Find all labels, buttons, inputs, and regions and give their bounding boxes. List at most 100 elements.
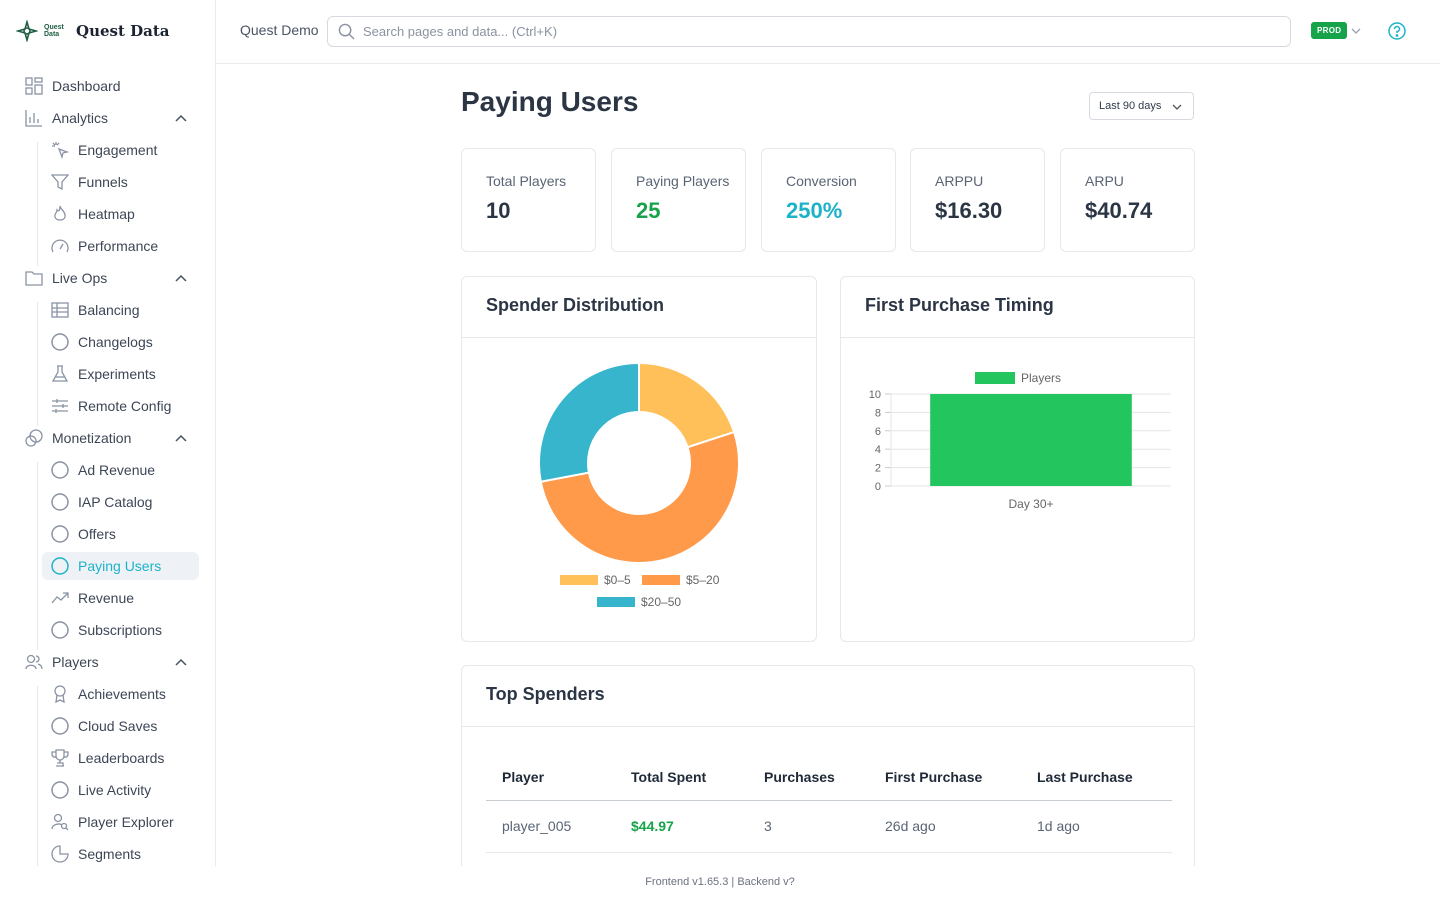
sidebar-item-label: Dashboard xyxy=(52,78,121,94)
chevron-up-icon[interactable] xyxy=(174,655,188,669)
tree-line xyxy=(37,462,38,650)
legend-item[interactable]: $5–20 xyxy=(642,573,719,587)
legend-label: $5–20 xyxy=(686,573,720,587)
sidebar-item-label: Live Activity xyxy=(78,782,152,798)
brand-name: Quest Data xyxy=(76,22,170,40)
legend-swatch xyxy=(597,597,635,607)
stat-value: $40.74 xyxy=(1085,198,1153,223)
sidebar-item-label: Funnels xyxy=(78,174,128,190)
version-footer: Frontend v1.65.3 | Backend v? xyxy=(645,876,795,888)
y-tick-label: 2 xyxy=(875,463,881,475)
sidebar-item-segments[interactable]: Segments xyxy=(50,840,200,868)
chevron-down-icon xyxy=(1351,28,1361,34)
cell-player: player_005 xyxy=(486,800,615,853)
sidebar-item-iap-catalog[interactable]: IAP Catalog xyxy=(50,488,200,516)
grid-table-icon xyxy=(50,300,70,320)
stat-card-arppu: ARPPU $16.30 xyxy=(910,148,1045,252)
sidebar-item-label: Subscriptions xyxy=(78,622,163,638)
sidebar-item-heatmap[interactable]: Heatmap xyxy=(50,200,200,228)
date-range-select[interactable]: Last 90 days xyxy=(1089,92,1194,120)
sidebar-item-leaderboards[interactable]: Leaderboards xyxy=(50,744,200,772)
card-title: Spender Distribution xyxy=(462,277,816,338)
sidebar-item-offers[interactable]: Offers xyxy=(50,520,200,548)
sidebar-item-label: Paying Users xyxy=(78,558,162,574)
sidebar-group-monetization[interactable]: Monetization xyxy=(24,424,200,452)
sidebar: Quest Data Quest Data Dashboard Analytic… xyxy=(0,0,216,868)
date-range-value: Last 90 days xyxy=(1099,100,1162,112)
brand-logo[interactable]: Quest Data Quest Data xyxy=(16,20,170,42)
pie-segment-icon xyxy=(50,844,70,864)
sliders-icon xyxy=(50,396,70,416)
donut-slice[interactable] xyxy=(638,361,736,449)
sidebar-item-revenue[interactable]: Revenue xyxy=(50,584,200,612)
search-box[interactable] xyxy=(327,16,1291,47)
legend-label: $20–50 xyxy=(641,595,682,609)
cell-first-purchase: 26d ago xyxy=(869,800,1021,853)
sidebar-item-label: Changelogs xyxy=(78,334,153,350)
users-icon xyxy=(24,652,44,672)
y-tick-label: 6 xyxy=(875,426,881,438)
column-header-total-spent[interactable]: Total Spent xyxy=(615,754,748,801)
column-header-first-purchase[interactable]: First Purchase xyxy=(869,754,1021,801)
top-spenders-table: Player Total Spent Purchases First Purch… xyxy=(486,754,1172,853)
sidebar-item-balancing[interactable]: Balancing xyxy=(50,296,200,324)
y-tick-label: 10 xyxy=(869,389,881,401)
sidebar-item-ad-revenue[interactable]: Ad Revenue xyxy=(50,456,200,484)
sidebar-group-analytics[interactable]: Analytics xyxy=(24,104,200,132)
sidebar-item-live-activity[interactable]: Live Activity xyxy=(50,776,200,804)
chevron-up-icon[interactable] xyxy=(174,271,188,285)
sidebar-item-player-explorer[interactable]: Player Explorer xyxy=(50,808,200,836)
donut-slice[interactable] xyxy=(538,361,640,483)
sidebar-item-paying-users[interactable]: Paying Users xyxy=(42,552,199,580)
table-row[interactable]: player_005 $44.97 3 26d ago 1d ago xyxy=(486,800,1172,853)
stat-label: ARPPU xyxy=(935,173,984,189)
sidebar-group-label: Analytics xyxy=(52,110,109,126)
project-name[interactable]: Quest Demo xyxy=(240,22,319,38)
chevron-up-icon[interactable] xyxy=(174,111,188,125)
circle-icon xyxy=(50,524,70,544)
sidebar-item-cloud-saves[interactable]: Cloud Saves xyxy=(50,712,200,740)
table-header-row: Player Total Spent Purchases First Purch… xyxy=(486,754,1172,801)
environment-selector[interactable]: PROD xyxy=(1311,22,1361,39)
circle-icon xyxy=(50,460,70,480)
sidebar-item-label: Offers xyxy=(78,526,116,542)
legend-swatch xyxy=(642,575,680,585)
sidebar-item-label: Ad Revenue xyxy=(78,462,156,478)
sidebar-group-liveops[interactable]: Live Ops xyxy=(24,264,200,292)
circle-icon xyxy=(50,716,70,736)
cell-last-purchase: 1d ago xyxy=(1021,800,1172,853)
sidebar-group-label: Players xyxy=(52,654,99,670)
stat-label: Conversion xyxy=(786,173,857,189)
sidebar-item-dashboard[interactable]: Dashboard xyxy=(24,72,200,100)
sidebar-item-achievements[interactable]: Achievements xyxy=(50,680,200,708)
card-title: First Purchase Timing xyxy=(841,277,1194,338)
legend-label[interactable]: Players xyxy=(1021,371,1061,385)
sidebar-item-label: Player Explorer xyxy=(78,814,174,830)
bar[interactable] xyxy=(930,394,1132,486)
search-input[interactable] xyxy=(363,24,1263,39)
sidebar-item-label: Segments xyxy=(78,846,142,862)
sidebar-item-performance[interactable]: Performance xyxy=(50,232,200,260)
sidebar-item-label: Engagement xyxy=(78,142,158,158)
env-badge: PROD xyxy=(1311,22,1348,39)
column-header-purchases[interactable]: Purchases xyxy=(748,754,869,801)
legend-item[interactable]: $20–50 xyxy=(597,595,681,609)
award-icon xyxy=(50,684,70,704)
help-icon[interactable] xyxy=(1388,22,1406,40)
circle-icon xyxy=(50,620,70,640)
flame-icon xyxy=(50,204,70,224)
sidebar-item-subscriptions[interactable]: Subscriptions xyxy=(50,616,200,644)
legend-item[interactable]: $0–5 xyxy=(560,573,631,587)
column-header-last-purchase[interactable]: Last Purchase xyxy=(1021,754,1172,801)
sidebar-item-changelogs[interactable]: Changelogs xyxy=(50,328,200,356)
tree-line xyxy=(37,142,38,266)
chevron-up-icon[interactable] xyxy=(174,431,188,445)
sidebar-item-label: IAP Catalog xyxy=(78,494,153,510)
sidebar-item-funnels[interactable]: Funnels xyxy=(50,168,200,196)
column-header-player[interactable]: Player xyxy=(486,754,615,801)
donut-slice[interactable] xyxy=(539,430,740,564)
sidebar-group-players[interactable]: Players xyxy=(24,648,200,676)
sidebar-item-remote-config[interactable]: Remote Config xyxy=(50,392,200,420)
sidebar-item-engagement[interactable]: Engagement xyxy=(50,136,200,164)
sidebar-item-experiments[interactable]: Experiments xyxy=(50,360,200,388)
